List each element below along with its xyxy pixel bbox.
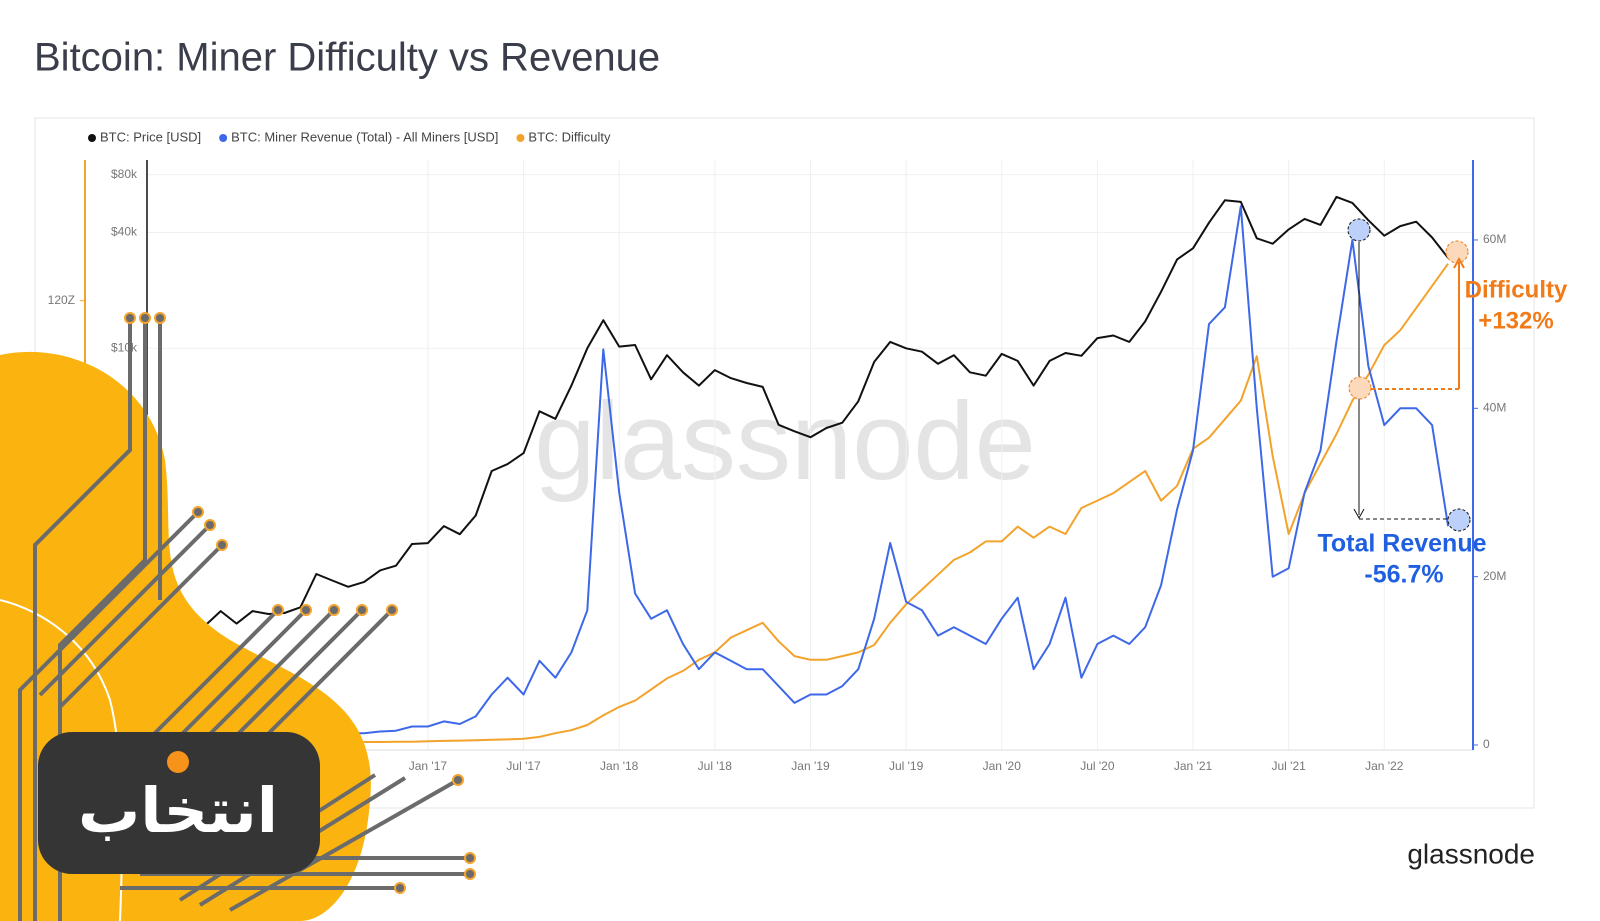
legend-dot [219,134,228,142]
plot: Jan '17 Jul '17 Jan '18 Jul '18 Jan '19 Jul '… [48,129,1507,773]
y2-tick-label: 20M [1483,569,1506,583]
x-tick-label: Jan '18 [600,759,639,773]
x-tick-label: Jul '18 [698,759,733,773]
x-tick-label: Jul '21 [1272,759,1307,773]
brand: glassnode [1407,838,1535,869]
marker [1348,376,1372,400]
circuit [18,318,470,921]
y-tick-label: $10k [111,340,138,354]
annotation: +132% [1478,307,1553,334]
circuit-dots [124,312,476,894]
legend-label: BTC: Difficulty [528,129,611,144]
legend-dot [88,134,96,142]
x-tick-label: Jan '17 [409,759,448,773]
marker [1447,508,1471,532]
logo-coin [167,751,189,773]
legend-label: BTC: Miner Revenue (Total) - All Miners … [231,129,498,144]
y2-tick-label: 40M [1483,400,1506,414]
logo-box [38,732,320,874]
arrow-head [1353,508,1365,520]
annotation: Difficulty [1465,276,1568,303]
y-tick-label: $80k [111,167,138,181]
marker [1347,218,1371,242]
y2-tick-label: 0 [1483,737,1490,751]
x-tick-label: Jan '22 [1365,759,1404,773]
x-tick-label: Jul '17 [506,759,541,773]
x-tick-label: Jan '20 [983,759,1022,773]
arrow-head [1453,256,1465,269]
y-tick-label: $40k [111,225,138,239]
title: Bitcoin: Miner Difficulty vs Revenue [34,36,660,80]
annotation: -56.7% [1364,561,1443,589]
decoration: انتخاب [0,312,476,921]
annotation: Total Revenue [1317,530,1486,558]
y2-tick-label: 60M [1483,232,1506,246]
series-line [140,195,1449,665]
legend-label: BTC: Price [USD] [100,129,201,144]
x-tick-label: Jan '21 [1174,759,1213,773]
marker [1445,240,1469,264]
logo: انتخاب [78,774,278,847]
y3-tick-label: 120Z [48,293,75,307]
x-tick-label: Jul '20 [1080,759,1115,773]
legend-dot [516,134,525,142]
x-tick-label: Jul '19 [889,759,924,773]
annotation-marks [1347,218,1471,532]
x-tick-label: Jan '19 [791,759,830,773]
